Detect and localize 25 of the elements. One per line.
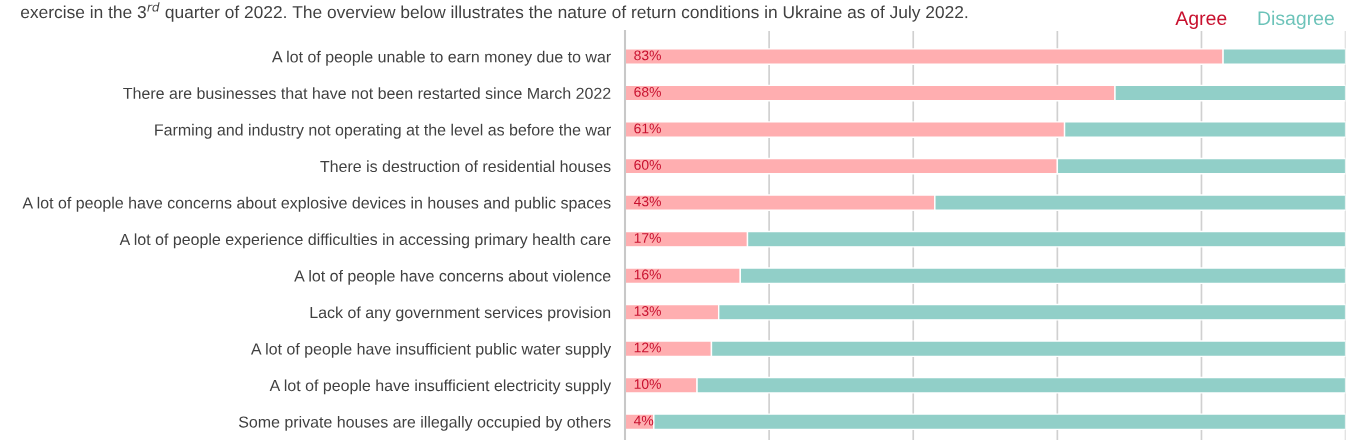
series-label: Agree — [1175, 11, 1227, 29]
data-label: 60% — [634, 160, 661, 170]
series-label: Disagree — [1258, 10, 1334, 29]
y-tick-label: A lot of people experience difficulties in accessing primary health care — [119, 233, 611, 249]
data-label: 61% — [634, 123, 661, 134]
chart-subtitle: exercise in the 3$^{rd}$ quarter of 2022. The overview below illustrates the nature of return conditions in Ukraine as of July 2022. — [21, 2, 968, 22]
y-tick-label: Lack of any government services provision — [310, 306, 611, 322]
data-label: 68% — [634, 86, 661, 97]
y-tick-label: A lot of people unable to earn money due to war — [271, 50, 611, 66]
data-label: 17% — [634, 233, 661, 243]
data-label: 10% — [634, 379, 661, 389]
data-label: 43% — [633, 196, 661, 207]
y-tick-label: There are businesses that have not been restarted since March 2022 — [123, 87, 611, 100]
data-label: 13% — [634, 306, 661, 316]
data-label: 16% — [634, 269, 661, 280]
y-tick-label: A lot of people have concerns about explosive devices in houses and public spaces — [22, 196, 611, 212]
y-tick-label: A lot of people have concerns about violence — [294, 269, 611, 285]
data-label: 12% — [634, 342, 661, 353]
y-tick-label: Farming and industry not operating at the level as before the war — [155, 123, 611, 139]
y-tick-label: Some private houses are illegally occupied by others — [238, 415, 611, 431]
y-tick-label: There is destruction of residential houses — [320, 160, 611, 173]
y-tick-label: A lot of people have insufficient public water supply — [250, 342, 612, 358]
y-tick-label: A lot of people have insufficient electricity supply — [269, 379, 612, 395]
data-label: 83% — [634, 50, 661, 61]
data-label: 4% — [633, 415, 654, 426]
